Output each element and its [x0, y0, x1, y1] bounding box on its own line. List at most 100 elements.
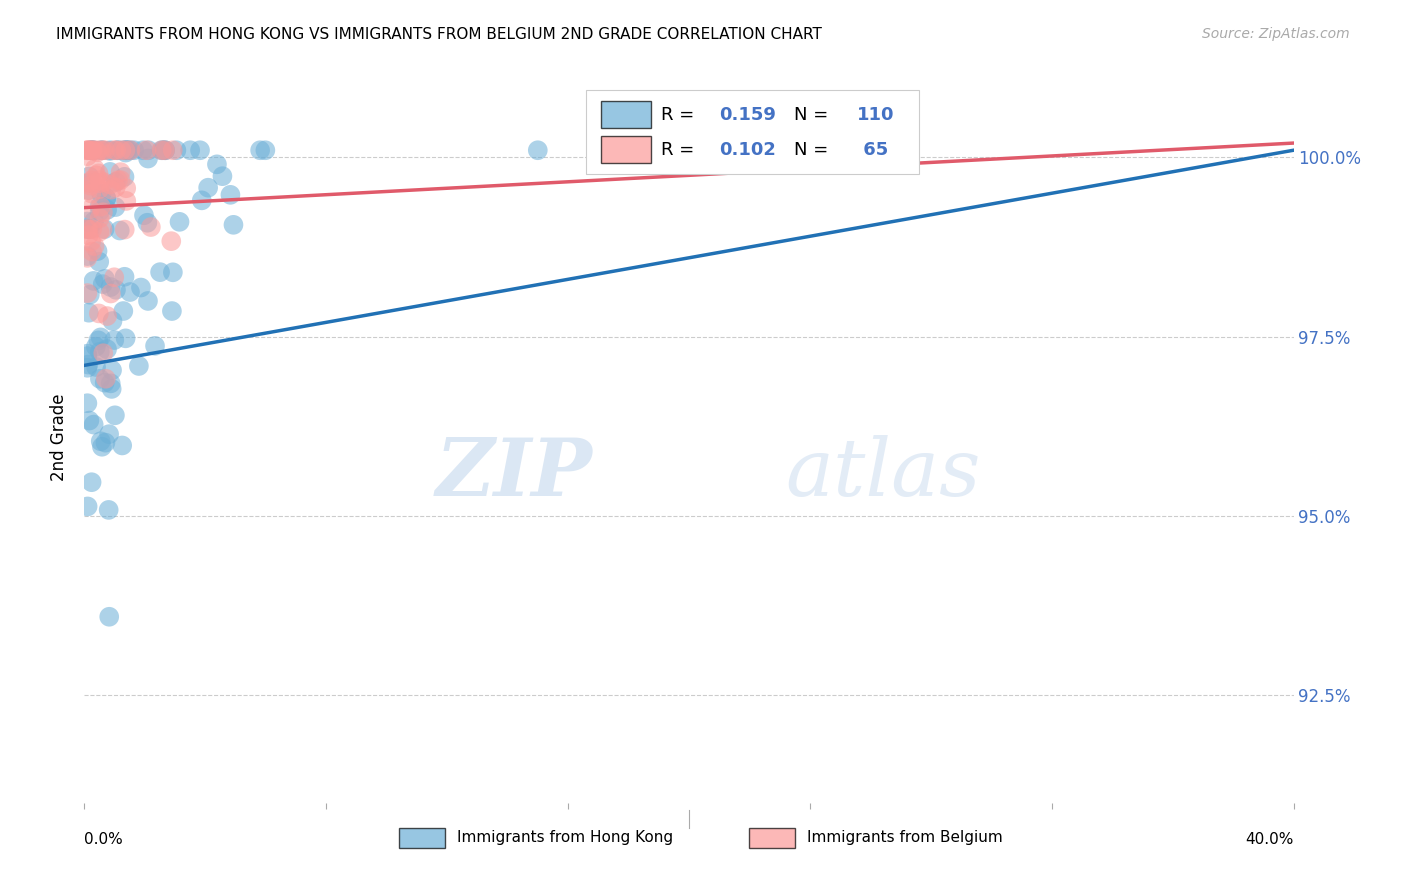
Point [84, 143, 107, 157]
Point [76, 222, 98, 236]
Point [82, 244, 104, 259]
Point [101, 314, 124, 328]
Text: Source: ZipAtlas.com: Source: ZipAtlas.com [1202, 27, 1350, 41]
Text: 65: 65 [858, 141, 889, 159]
Point [115, 143, 138, 157]
Point [84, 359, 107, 374]
Text: atlas: atlas [786, 435, 981, 512]
Text: 0.0%: 0.0% [84, 832, 124, 847]
Point [90, 200, 112, 214]
Point [77, 358, 100, 372]
Point [89, 372, 111, 386]
Point [79, 287, 101, 301]
Point [83, 161, 105, 176]
Point [91, 277, 114, 292]
Point [84, 340, 107, 354]
Point [114, 269, 136, 284]
Point [82, 143, 104, 157]
Point [222, 218, 245, 232]
Point [112, 143, 135, 157]
Point [83, 143, 105, 157]
FancyBboxPatch shape [399, 828, 444, 848]
Point [114, 143, 136, 157]
Point [219, 187, 242, 202]
Point [114, 145, 136, 160]
Point [153, 143, 176, 157]
Point [91, 143, 114, 157]
Point [132, 143, 155, 157]
Point [139, 220, 162, 235]
Point [101, 363, 124, 377]
Point [89, 199, 111, 213]
Point [160, 304, 183, 318]
Point [129, 280, 152, 294]
Point [90, 434, 112, 449]
FancyBboxPatch shape [586, 90, 918, 174]
Point [96, 309, 118, 323]
Point [104, 409, 127, 423]
Text: ZIP: ZIP [436, 435, 592, 512]
Point [76, 143, 98, 157]
Point [90, 143, 112, 157]
Point [76, 360, 98, 375]
Point [77, 222, 100, 236]
Point [98, 609, 121, 624]
Point [86, 244, 108, 258]
Text: R =: R = [661, 141, 700, 159]
Point [120, 143, 142, 157]
Point [107, 143, 129, 157]
Point [136, 216, 159, 230]
Point [100, 280, 122, 294]
Text: 110: 110 [858, 105, 894, 123]
Point [83, 239, 105, 253]
Point [169, 215, 191, 229]
Point [80, 173, 103, 187]
Point [83, 274, 105, 288]
Point [98, 144, 121, 158]
Point [94, 372, 117, 386]
Text: R =: R = [661, 105, 700, 123]
Point [98, 178, 121, 192]
Point [527, 143, 550, 157]
Point [96, 202, 118, 217]
Point [91, 205, 114, 219]
Point [120, 143, 142, 157]
Point [254, 143, 277, 157]
Point [77, 176, 100, 190]
Point [107, 173, 129, 187]
Point [89, 143, 111, 157]
Text: 0.159: 0.159 [720, 105, 776, 123]
Point [87, 166, 110, 180]
Point [105, 283, 128, 297]
Point [100, 183, 122, 197]
Point [118, 285, 141, 299]
Point [91, 346, 114, 360]
Point [249, 143, 271, 157]
Point [152, 143, 174, 157]
Point [91, 143, 114, 157]
Point [96, 191, 118, 205]
Point [211, 169, 233, 184]
Point [89, 173, 111, 187]
Point [76, 349, 98, 363]
Point [96, 342, 118, 356]
Point [82, 143, 104, 157]
Point [79, 202, 101, 217]
FancyBboxPatch shape [600, 136, 651, 163]
Point [76, 249, 98, 263]
Point [76, 143, 98, 157]
Point [104, 175, 127, 189]
Point [98, 165, 121, 179]
Point [80, 475, 103, 490]
Point [82, 143, 104, 157]
Point [76, 143, 98, 157]
Point [76, 500, 98, 514]
FancyBboxPatch shape [749, 828, 796, 848]
Point [77, 228, 100, 243]
Point [108, 223, 131, 237]
Point [94, 143, 117, 157]
Point [100, 286, 122, 301]
Point [89, 176, 111, 190]
Point [79, 143, 101, 157]
Point [90, 186, 112, 201]
